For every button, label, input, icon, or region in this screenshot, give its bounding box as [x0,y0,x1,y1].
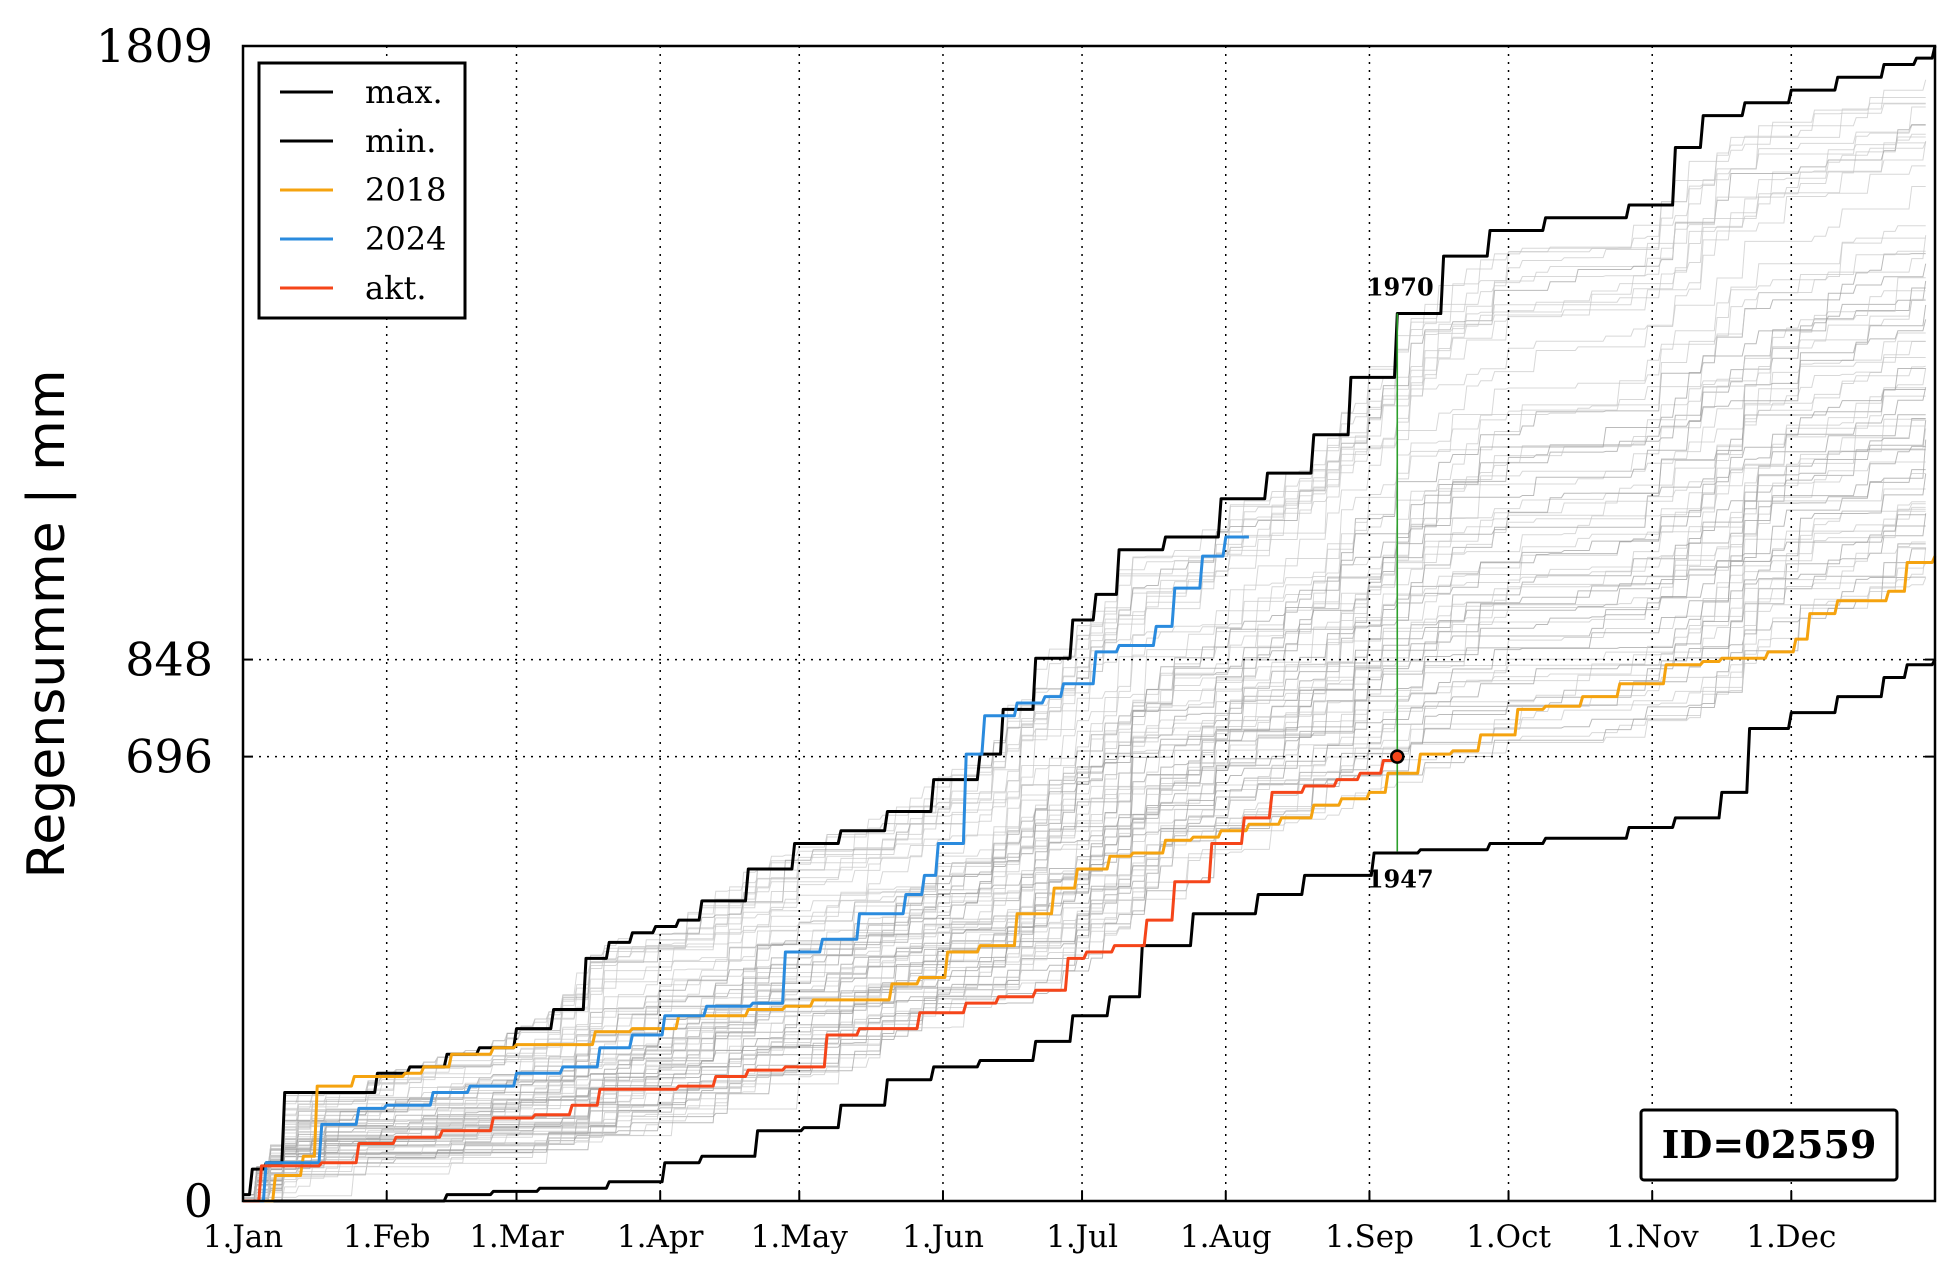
historical-year-line [243,340,1926,1202]
historical-year-line [243,365,1926,1198]
historical-year-line [243,186,1926,1202]
historical-year-line [243,541,1926,1202]
historical-year-line [243,501,1926,1196]
historical-year-line [243,140,1927,1196]
max-year-annotation: 1970 [1367,273,1434,302]
x-tick-label-1.Mar: 1.Mar [469,1219,564,1255]
x-tick-label-1.Aug: 1.Aug [1180,1219,1272,1255]
series-lines [243,45,1937,1203]
y-tick-label-0: 0 [184,1174,213,1228]
historical-year-line [243,250,1926,1196]
series-line-akt [243,755,1399,1203]
historical-year-line [243,237,1926,1202]
historical-year-line [243,142,1926,1196]
x-tick-label-1.Feb: 1.Feb [343,1219,431,1255]
series-line-max [243,45,1937,1197]
legend: max. min. 2018 2024 akt. [257,61,467,320]
x-tick-label-1.Nov: 1.Nov [1606,1219,1699,1255]
historical-year-line [243,508,1926,1202]
y-tick-label-696: 696 [125,730,213,784]
axis-ticks: 0 696 848 1809 1.Jan 1.Feb 1.Mar 1.Apr 1.May 1.Ju… [96,19,1935,1255]
historical-year-line [243,577,1927,1202]
historical-year-line [243,277,1926,1196]
historical-year-line [243,576,1926,1196]
current-marker-group: 1970 1947 [1367,273,1434,894]
y-axis-label: Regensumme | mm [17,370,77,879]
x-tick-label-1.Jun: 1.Jun [902,1219,984,1255]
x-tick-label-1.Apr: 1.Apr [617,1219,704,1255]
legend-label-2018: 2018 [365,171,446,209]
historical-year-line [243,106,1926,1196]
legend-label-2024: 2024 [365,220,446,258]
station-id-box: ID=02559 [1639,1108,1899,1182]
x-tick-label-1.Oct: 1.Oct [1466,1219,1551,1255]
historical-year-line [243,420,1927,1202]
historical-year-line [243,341,1926,1202]
historical-year-line [243,418,1926,1196]
historical-year-line [243,253,1926,1202]
series-line-2018 [243,555,1937,1203]
historical-year-line [243,543,1926,1196]
series-line-min [243,658,1937,1203]
x-tick-label-1.Jan: 1.Jan [203,1219,283,1255]
historical-year-line [243,419,1926,1202]
y-tick-label-1809: 1809 [96,19,213,73]
historical-year-line [243,368,1927,1202]
historical-year-line [243,225,1926,1202]
grid-lines [385,46,1793,1201]
historical-year-line [243,124,1926,1200]
plot-frame [241,44,1937,1203]
historical-year-line [243,473,1927,1202]
historical-year-line [243,425,1926,1196]
series-line-2024 [243,535,1249,1203]
current-value-marker [1390,749,1405,764]
station-id-label: ID=02559 [1662,1122,1877,1167]
historical-year-line [243,548,1926,1202]
y-tick-label-848: 848 [125,633,213,687]
legend-label-min: min. [365,122,436,160]
historical-year-line [243,513,1927,1199]
historical-year-line [243,287,1926,1202]
historical-year-line [243,514,1926,1202]
legend-label-max: max. [365,73,443,111]
historical-year-line [243,439,1927,1196]
historical-year-line [243,235,1927,1196]
x-tick-label-1.Dec: 1.Dec [1746,1219,1836,1255]
historical-year-line [243,280,1927,1202]
historical-year-line [243,300,1926,1202]
historical-year-line [243,418,1926,1202]
x-tick-label-1.May: 1.May [751,1219,849,1255]
historical-year-line [243,304,1927,1202]
id-box-frame [1639,1108,1899,1182]
historical-year-line [243,263,1927,1202]
historical-year-line [243,133,1926,1202]
reference-hlines [243,658,1935,758]
legend-label-akt: akt. [365,269,427,307]
historical-year-line [243,445,1926,1196]
historical-years-lines [243,79,1927,1202]
min-year-annotation: 1947 [1367,864,1434,893]
historical-year-line [243,97,1926,1202]
historical-year-line [243,141,1927,1196]
x-tick-label-1.Jul: 1.Jul [1046,1219,1118,1255]
x-tick-label-1.Sep: 1.Sep [1325,1219,1414,1255]
historical-year-line [243,506,1926,1196]
